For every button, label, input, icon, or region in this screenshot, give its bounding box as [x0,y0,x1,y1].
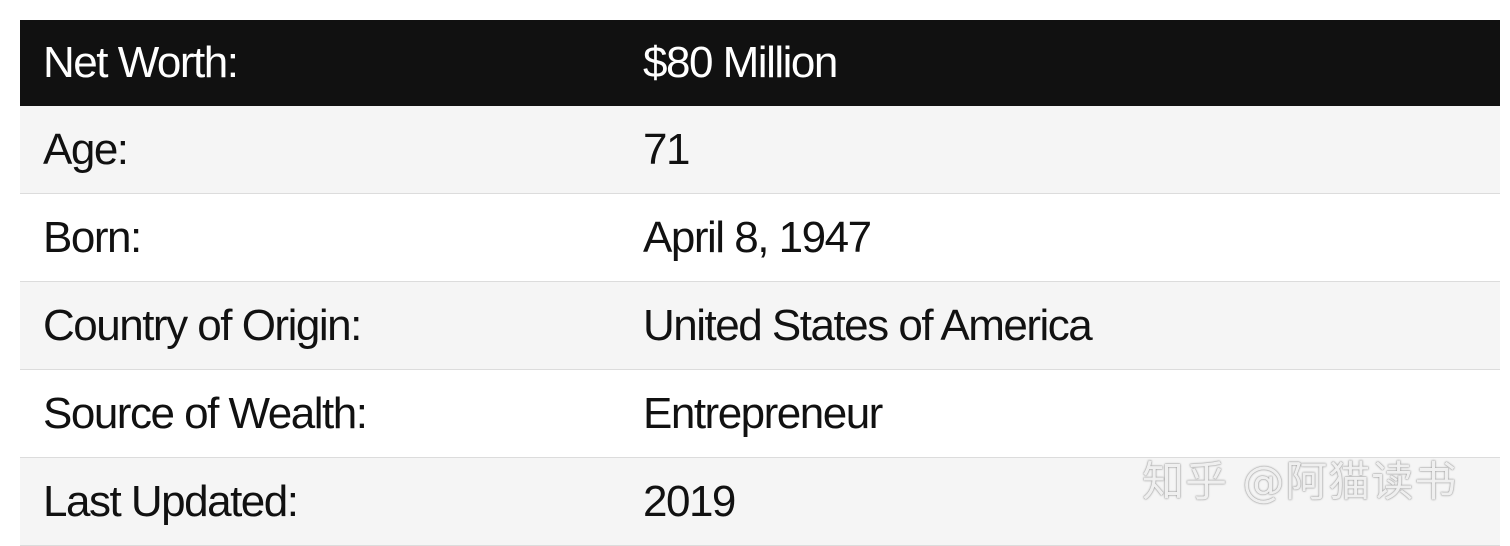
table-row: Source of Wealth: Entrepreneur [20,370,1500,458]
row-label: Age: [43,124,129,174]
table-body: Age: 71 Born: April 8, 1947 Country of Origi… [20,106,1500,546]
table-row: Born: April 8, 1947 [20,194,1500,282]
table-row: Country of Origin: United States of Ameri… [20,282,1500,370]
row-label: Born: [43,212,142,262]
row-label: Country of Origin: [43,300,362,350]
header-value: $80 Million [643,38,838,87]
table-row: Age: 71 [20,106,1500,194]
row-value: April 8, 1947 [643,212,872,262]
row-label: Last Updated: [43,476,299,526]
header-label: Net Worth: [43,38,239,87]
row-label: Source of Wealth: [43,388,368,438]
row-value: United States of America [643,300,1093,350]
info-table: Net Worth: $80 Million Age: 71 Born: April … [20,20,1500,546]
header-row: Net Worth: $80 Million [20,20,1500,106]
row-value: Entrepreneur [643,388,883,438]
row-value: 71 [643,124,690,174]
watermark: 知乎 @阿猫读书 [1142,457,1458,506]
row-value: 2019 [643,476,736,526]
